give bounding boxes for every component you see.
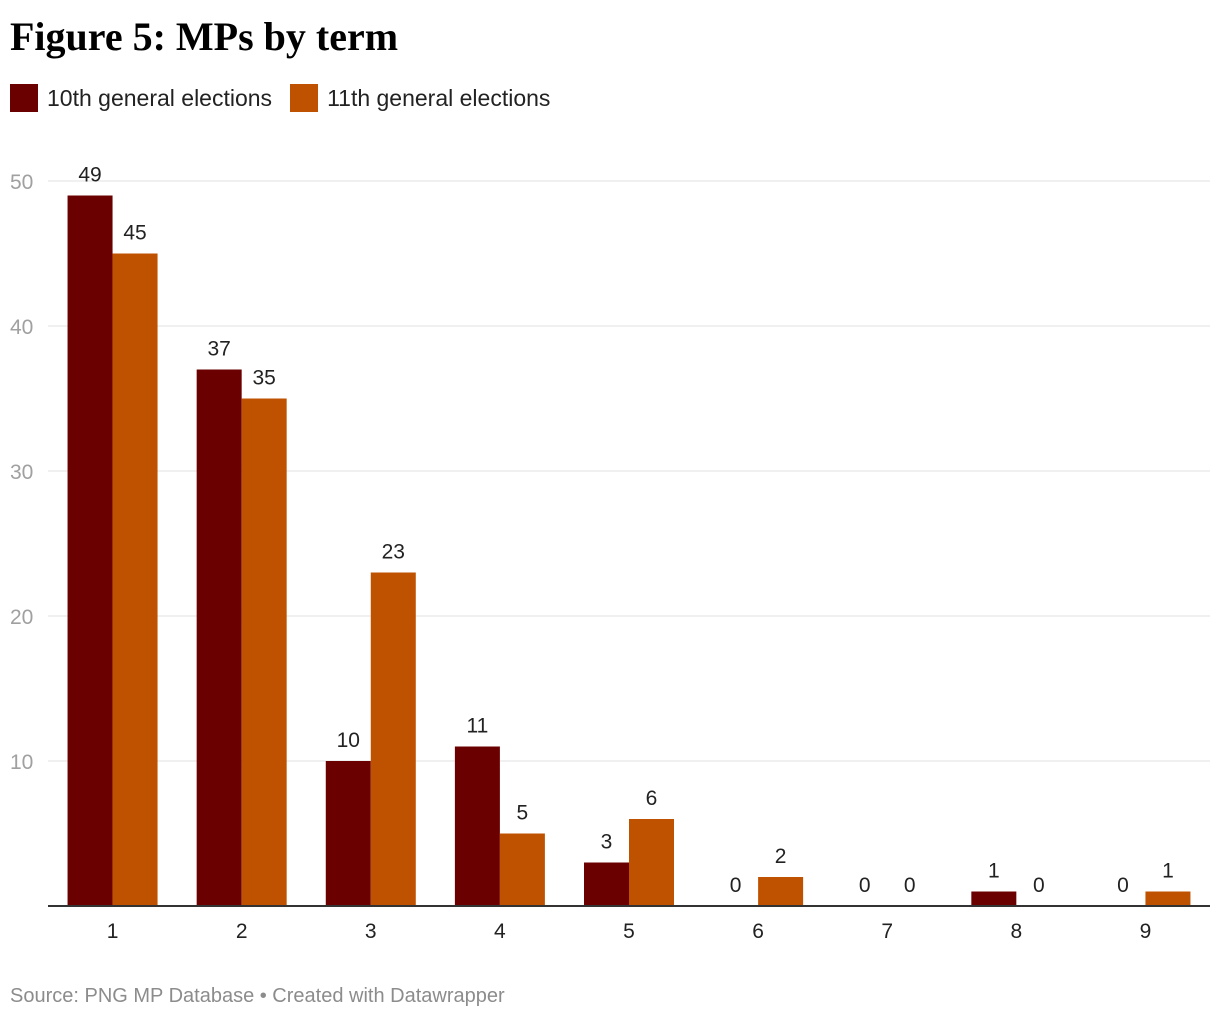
data-label: 0 [1117,874,1129,897]
bar-series-1-cat-8 [971,891,1017,906]
x-tick-label: 5 [623,920,635,943]
x-tick-label: 4 [494,920,506,943]
data-label: 37 [207,338,230,361]
bar-series-2-cat-9 [1145,891,1191,906]
data-label: 0 [859,874,871,897]
data-label: 0 [730,874,742,897]
bar-series-2-cat-5 [629,819,674,906]
data-label: 1 [988,860,1000,883]
legend-swatch-series-2 [290,84,319,112]
y-tick-label: 40 [10,316,33,339]
legend-swatch-series-1 [10,84,38,112]
data-label: 45 [123,222,146,245]
y-tick-label: 20 [10,606,33,629]
bar-series-2-cat-6 [758,877,804,906]
source-note: Source: PNG MP Database • Created with D… [10,985,505,1007]
data-label: 0 [1033,874,1045,897]
y-tick-label: 10 [10,751,33,774]
data-label: 3 [601,831,613,854]
bar-series-2-cat-4 [499,833,545,906]
data-label: 23 [382,541,405,564]
data-label: 2 [775,845,787,868]
data-label: 6 [646,787,658,810]
legend-label-series-2: 11th general elections [327,84,551,111]
x-tick-label: 1 [107,920,119,943]
x-tick-label: 9 [1140,920,1152,943]
bar-series-1-cat-3 [325,761,371,906]
y-tick-label: 50 [10,171,33,194]
bars [67,195,1191,906]
legend-item-series-1: 10th general elections [10,84,272,112]
bar-series-2-cat-1 [112,253,158,906]
data-label: 35 [252,367,275,390]
bar-series-1-cat-5 [584,862,629,906]
data-label: 1 [1162,860,1174,883]
data-label: 5 [517,802,529,825]
data-label: 11 [466,715,488,738]
data-label: 10 [337,729,360,752]
legend-item-series-2: 11th general elections [290,84,550,112]
bar-series-1-cat-4 [454,746,500,906]
bar-series-2-cat-3 [370,572,416,906]
x-tick-label: 3 [365,920,377,943]
legend-label-series-1: 10th general elections [47,84,273,111]
chart-title: Figure 5: MPs by term [10,14,399,59]
bar-series-1-cat-2 [196,369,242,906]
bar-series-1-cat-1 [67,195,113,906]
bar-series-2-cat-2 [241,398,287,906]
y-tick-label: 30 [10,461,33,484]
x-tick-label: 2 [236,920,248,943]
data-label: 0 [904,874,916,897]
data-label: 49 [78,164,101,187]
x-tick-label: 7 [881,920,893,943]
x-tick-label: 6 [752,920,764,943]
x-tick-label: 8 [1010,920,1022,943]
chart-legend: 10th general elections 11th general elec… [10,84,568,112]
